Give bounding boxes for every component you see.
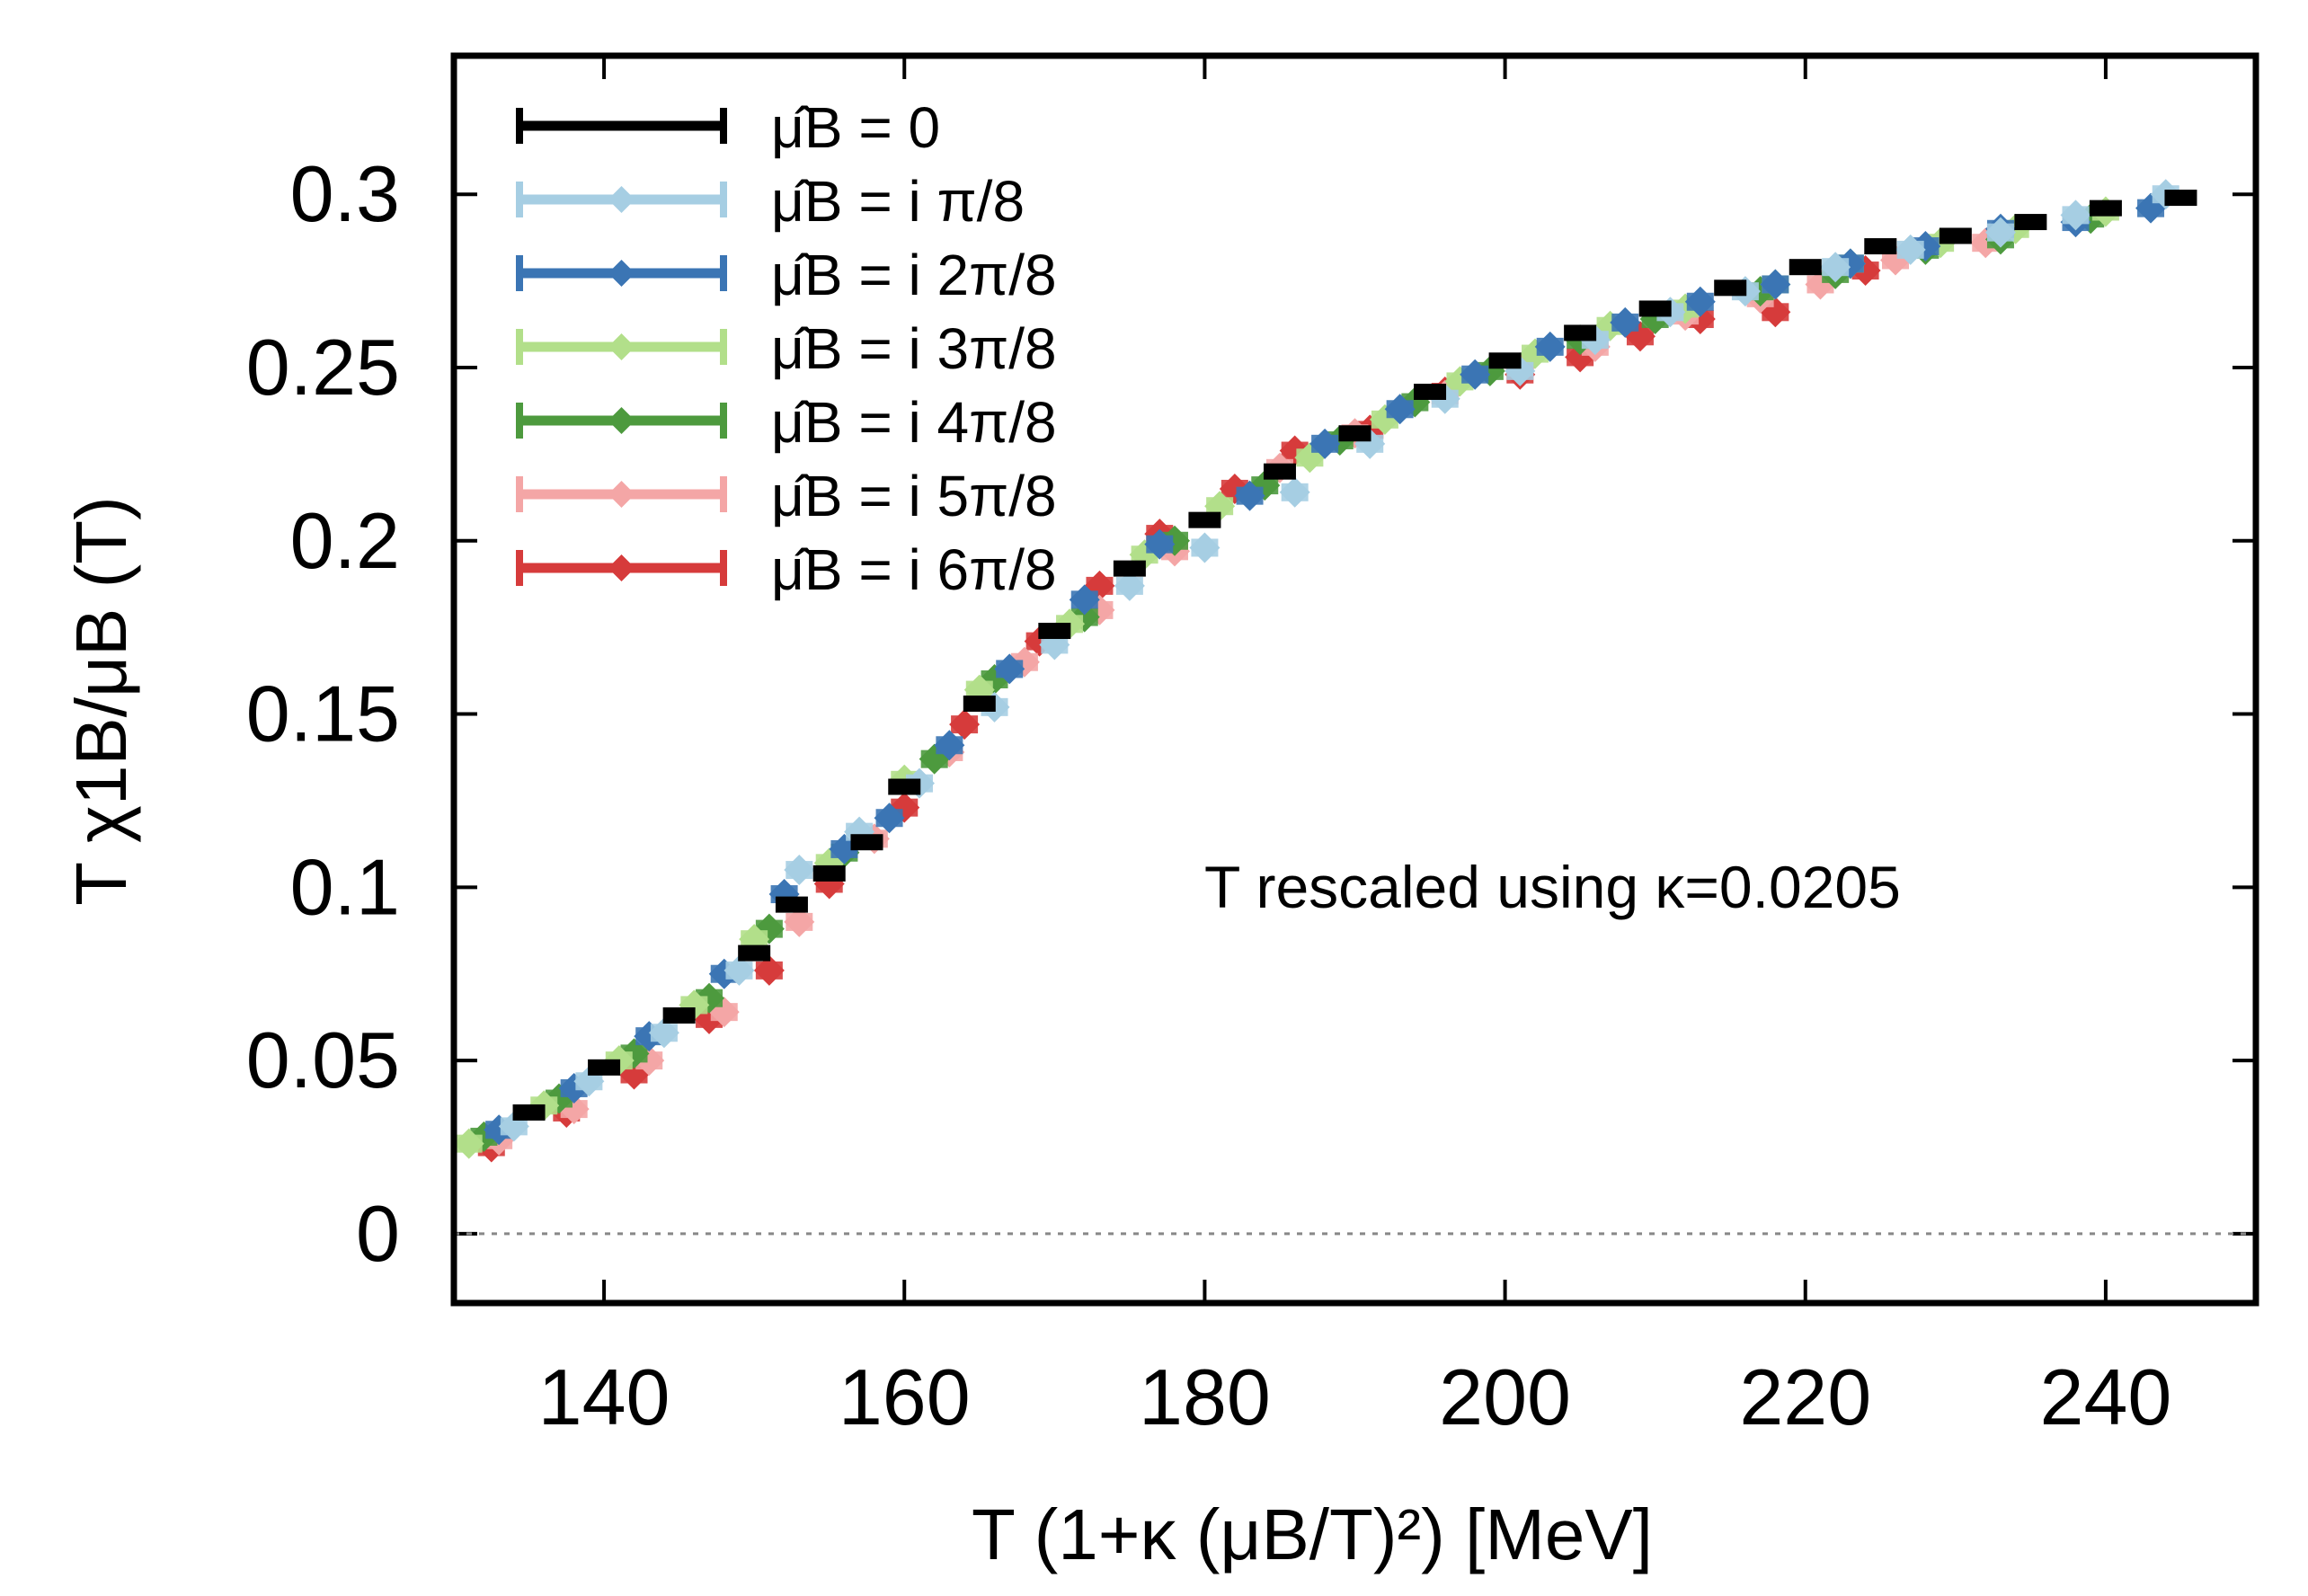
data-point xyxy=(784,855,815,886)
data-point xyxy=(1488,352,1522,369)
data-point xyxy=(934,730,965,761)
x-axis-label: T (1+κ (μB/T)²) [MeV] xyxy=(972,1494,1653,1574)
data-point xyxy=(1263,463,1296,480)
x-tick-label: 220 xyxy=(1739,1352,1871,1441)
data-point xyxy=(1460,359,1491,390)
data-point xyxy=(994,653,1025,685)
y-axis-label: T χ1B/μB (T) xyxy=(61,496,141,906)
y-tick-label: 0.05 xyxy=(246,1015,400,1104)
data-points xyxy=(453,179,2197,1163)
data-point xyxy=(812,864,846,882)
y-tick-label: 0.15 xyxy=(246,669,400,758)
data-point xyxy=(1939,227,1972,244)
data-point xyxy=(512,1104,546,1121)
data-point xyxy=(1069,584,1100,616)
data-point xyxy=(453,1128,484,1159)
data-point xyxy=(1789,259,1822,276)
data-point xyxy=(662,1006,696,1024)
legend-entry-label: μ̂B = i 6π/8 xyxy=(771,537,1057,602)
annotation-text: T rescaled using κ=0.0205 xyxy=(1204,854,1901,920)
data-point xyxy=(723,954,755,986)
legend-entry-label: μ̂B = i 2π/8 xyxy=(771,243,1057,307)
data-point xyxy=(2164,190,2197,207)
data-point xyxy=(1714,279,1747,297)
data-point xyxy=(963,695,996,712)
y-tick-label: 0.3 xyxy=(290,149,400,238)
data-point xyxy=(588,1059,621,1076)
data-point xyxy=(1638,300,1672,317)
legend-entry-label: μ̂B = i π/8 xyxy=(771,169,1025,234)
data-point xyxy=(753,954,785,986)
data-point xyxy=(1234,480,1265,511)
legend-marker xyxy=(608,260,635,287)
x-tick-label: 140 xyxy=(538,1352,670,1441)
data-point xyxy=(874,802,905,834)
data-point xyxy=(775,896,808,913)
data-point xyxy=(949,709,981,740)
data-point xyxy=(648,1017,679,1049)
data-point xyxy=(1534,331,1566,362)
data-point xyxy=(1188,511,1221,528)
legend-entry-label: μ̂B = i 5π/8 xyxy=(771,464,1057,528)
data-point xyxy=(1684,286,1716,317)
data-point xyxy=(1414,383,1447,400)
y-tick-label: 0.2 xyxy=(290,496,400,585)
plot-frame xyxy=(450,52,2259,1307)
data-point xyxy=(1309,428,1341,459)
data-point xyxy=(2089,200,2122,217)
data-point xyxy=(1820,252,1851,283)
y-tick-label: 0.25 xyxy=(246,323,400,412)
x-tick-label: 160 xyxy=(839,1352,971,1441)
data-point xyxy=(1564,324,1597,341)
data-point xyxy=(1864,238,1897,255)
data-point xyxy=(1338,425,1371,442)
x-tick-label: 180 xyxy=(1139,1352,1271,1441)
legend-marker xyxy=(608,481,635,508)
legend-marker xyxy=(608,407,635,434)
legend-marker xyxy=(608,554,635,581)
legend: μ̂B = 0 μ̂B = i π/8 μ̂B = i 2π/8 μ̂B = i 3π… xyxy=(516,95,1057,602)
data-point xyxy=(1113,560,1146,577)
legend-entry-label: μ̂B = i 4π/8 xyxy=(771,390,1057,455)
x-tick-label: 240 xyxy=(2040,1352,2172,1441)
y-tick-label: 0 xyxy=(356,1189,400,1278)
data-point xyxy=(1760,269,1791,300)
data-point xyxy=(850,834,883,851)
data-point xyxy=(1114,570,1145,601)
data-point xyxy=(1384,394,1416,425)
data-point xyxy=(2060,200,2091,231)
legend-entry-label: μ̂B = i 3π/8 xyxy=(771,316,1057,381)
data-point xyxy=(1610,306,1641,338)
data-point xyxy=(1984,217,2016,248)
data-point xyxy=(738,944,771,962)
data-point xyxy=(1038,623,1071,640)
y-tick-label: 0.1 xyxy=(290,842,400,931)
data-point xyxy=(784,906,815,937)
legend-entry-label: μ̂B = 0 xyxy=(771,95,940,160)
data-point xyxy=(1189,532,1221,563)
data-point xyxy=(1279,476,1310,508)
data-point xyxy=(2014,214,2047,231)
ticks: 140 160 180 200 220 240 0 0.05 0.1 0.15 0.2 0.25 0.3 xyxy=(246,56,2256,1441)
x-tick-label: 200 xyxy=(1439,1352,1571,1441)
data-point xyxy=(888,778,921,795)
data-point xyxy=(1895,234,1926,265)
legend-marker xyxy=(608,186,635,213)
legend-marker xyxy=(608,333,635,360)
data-point xyxy=(1144,528,1176,560)
